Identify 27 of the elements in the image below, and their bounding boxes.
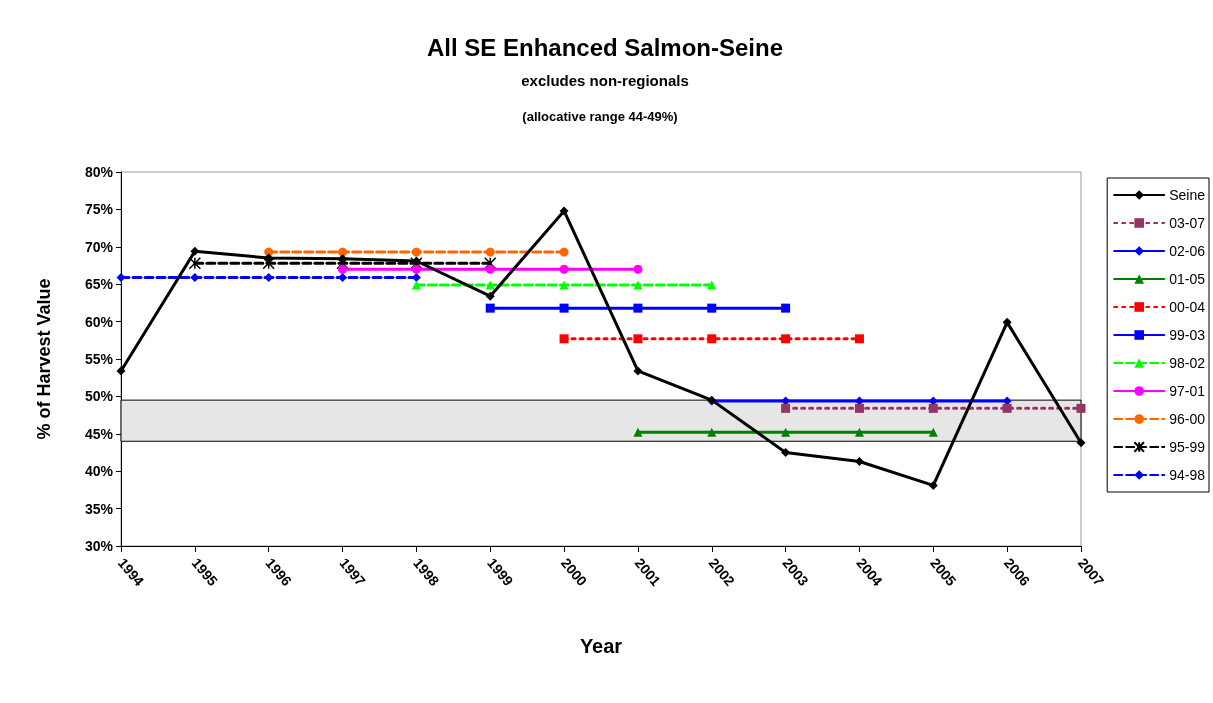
- y-tick-label: 40%: [84, 463, 114, 480]
- y-tick-label: 70%: [84, 238, 114, 255]
- y-tick-label: 60%: [84, 313, 114, 330]
- y-tick-label: 50%: [84, 388, 114, 405]
- y-tick-label: 65%: [84, 276, 114, 293]
- y-axis-title: % of Harvest Value: [34, 278, 54, 440]
- chart-title: All SE Enhanced Salmon-Seine: [426, 33, 784, 61]
- y-tick-label: 55%: [84, 351, 114, 367]
- x-axis-title: Year: [579, 635, 623, 657]
- legend-label: 94-98: [1169, 467, 1206, 483]
- legend-label: 96-00: [1169, 411, 1206, 427]
- legend-label: 03-07: [1169, 215, 1206, 231]
- legend-label: 02-06: [1169, 243, 1206, 259]
- legend-label: 99-03: [1169, 327, 1206, 343]
- y-tick-label: 30%: [84, 538, 114, 554]
- legend-label: 97-01: [1169, 383, 1206, 399]
- chart-subtitle: excludes non-regionals: [521, 72, 689, 89]
- text: (allocative range 44-49%): [522, 109, 678, 124]
- y-tick-label: 45%: [84, 425, 114, 442]
- legend-label: 98-02: [1169, 355, 1206, 371]
- legend-label: 00-04: [1169, 299, 1206, 315]
- legend-label: Seine: [1169, 187, 1206, 203]
- y-tick-label: 80%: [84, 164, 114, 180]
- y-tick-label: 75%: [84, 201, 114, 218]
- legend-label: 95-99: [1169, 439, 1206, 455]
- y-tick-label: 35%: [84, 500, 114, 517]
- legend-label: 01-05: [1169, 271, 1206, 287]
